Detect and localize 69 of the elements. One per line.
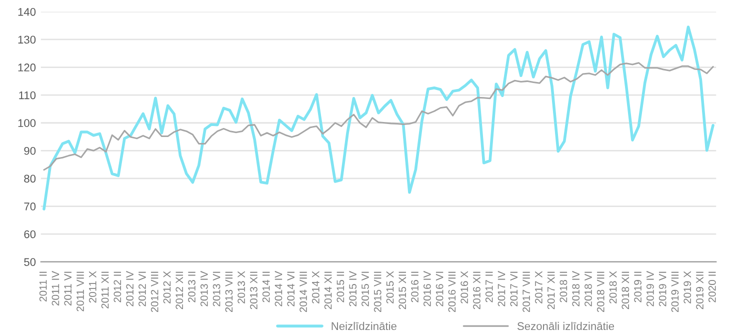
x-tick-label: 2019 VI [658, 272, 666, 306]
x-tick-label: 2017 II [485, 272, 493, 302]
x-tick-label: 2013 VIII [225, 272, 233, 312]
y-tick-label: 50 [24, 258, 36, 266]
x-tick-label: 2017 VIII [522, 272, 530, 312]
x-tick-label: 2018 VI [584, 272, 592, 306]
y-tick-label: 110 [19, 91, 36, 100]
y-tick-label: 80 [24, 174, 36, 183]
x-tick-label: 2014 XII [324, 272, 332, 310]
y-tick-label: 120 [18, 64, 36, 72]
x-tick-label: 2019 IV [646, 270, 654, 306]
x-tick-label: 2017 IV [498, 270, 506, 306]
x-tick-label: 2013 II [188, 272, 196, 302]
x-tick-label: 2018 II [560, 272, 568, 302]
y-tick-label: 60 [24, 230, 36, 238]
x-tick-label: 2016 II [411, 272, 418, 302]
x-tick-label: 2019 X [684, 271, 692, 304]
x-tick-label: 2011 VIII [76, 272, 84, 312]
x-tick-label: 2013 XII [250, 272, 258, 310]
x-tick-label: 2011 X [88, 271, 96, 303]
x-tick-label: 2018 VIII [596, 272, 604, 312]
line-series [43, 62, 714, 171]
x-tick-label: 2018 XII [622, 272, 630, 310]
x-tick-label: 2015 IV [349, 270, 357, 306]
x-tick-label: 2015 VIII [374, 272, 382, 312]
y-tick-label: 90 [24, 146, 36, 155]
x-tick-label: 2012 X [163, 271, 171, 304]
y-tick-label: 140 [18, 8, 36, 16]
x-tick-label: 2018 IV [572, 270, 580, 306]
x-tick-label: 2015 VI [362, 272, 369, 306]
x-tick-label: 2012 IV [126, 270, 134, 306]
x-tick-label: 2011 VI [64, 272, 72, 306]
x-tick-label: 2017 VI [510, 272, 518, 306]
x-tick-label: 2012 VI [138, 272, 146, 306]
x-tick-label: 2011 II [39, 272, 47, 302]
x-tick-label: 2012 II [114, 272, 122, 302]
x-tick-label: 2019 VIII [671, 272, 679, 312]
x-tick-label: 2016 X [460, 271, 468, 304]
x-tick-label: 2012 VIII [150, 272, 158, 312]
x-tick-label: 2016 XII [473, 272, 480, 310]
x-tick-label: 2019 II [634, 272, 642, 302]
y-tick-label: 130 [18, 36, 36, 44]
x-tick-label: 2014 VIII [300, 272, 307, 312]
x-tick-label: 2015 XII [398, 272, 406, 310]
legend-label: Sezonāli izlīdzinātie [517, 322, 614, 330]
x-tick-label: 2015 II [336, 272, 344, 302]
y-tick-label: 100 [18, 119, 36, 128]
x-tick-label: 2016 VI [436, 272, 444, 306]
x-tick-label: 2011 XII [101, 272, 109, 308]
x-tick-label: 2017 XII [547, 272, 555, 310]
x-tick-label: 2020 II [708, 272, 716, 302]
x-tick-label: 2014 IV [274, 270, 282, 306]
x-tick-label: 2014 VI [287, 272, 295, 306]
x-tick-label: 2017 X [534, 271, 542, 304]
x-tick-label: 2013 X [238, 271, 246, 304]
x-tick-label: 2014 X [312, 271, 320, 304]
y-tick-label: 70 [24, 202, 36, 210]
x-tick-label: 2016 VIII [448, 272, 456, 312]
x-tick-label: 2012 XII [176, 272, 184, 310]
x-tick-label: 2016 IV [423, 270, 431, 306]
legend-label: Neizlīdzinātie [332, 322, 396, 330]
line-series [42, 26, 714, 210]
x-tick-label: 2018 X [609, 271, 617, 304]
x-tick-label: 2013 IV [200, 270, 208, 306]
x-tick-label: 2015 X [386, 271, 394, 304]
x-tick-label: 2011 IV [52, 270, 60, 306]
x-tick-label: 2014 II [262, 272, 270, 302]
x-tick-label: 2013 VI [212, 272, 220, 306]
x-tick-label: 2019 XII [696, 272, 704, 310]
